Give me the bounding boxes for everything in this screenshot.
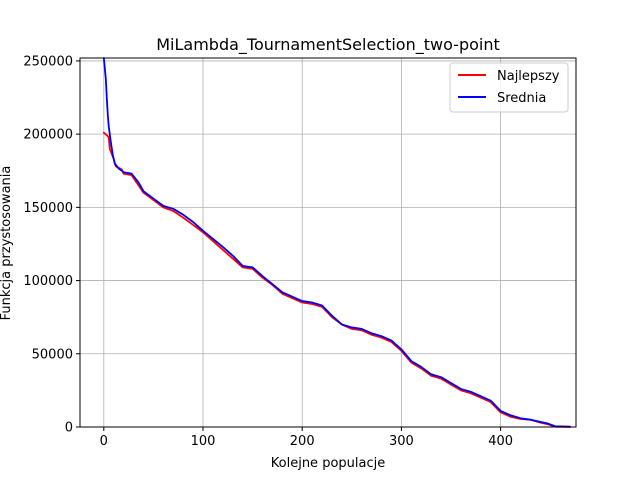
ticks-layer: 0 100 200 300 400 0 50000 100000 150000 200000 250… [23, 54, 513, 449]
x-tick-label: 300 [389, 434, 414, 449]
x-tick-label: 100 [191, 434, 216, 449]
plot-area-background [80, 58, 576, 427]
x-tick-label: 0 [100, 434, 108, 449]
x-tick-label: 200 [290, 434, 315, 449]
y-tick-label: 100000 [23, 274, 73, 289]
y-tick-label: 0 [65, 421, 73, 436]
series-line-srednia [102, 57, 571, 428]
legend-label-srednia: Srednia [497, 91, 546, 106]
legend: Najlepszy Srednia [449, 62, 569, 113]
y-tick-label: 50000 [32, 347, 73, 362]
series-layer [102, 57, 571, 428]
y-tick-label: 200000 [23, 128, 73, 143]
series-line-najlepszy [102, 131, 571, 428]
legend-label-najlepszy: Najlepszy [497, 69, 560, 84]
y-axis-label: Funkcja przystosowania [0, 166, 14, 321]
y-tick-label: 250000 [23, 54, 73, 69]
x-axis-label: Kolejne populacje [271, 456, 385, 471]
plot-frame [79, 57, 577, 428]
x-tick-label: 400 [488, 434, 513, 449]
chart-title: MiLambda_TournamentSelection_two-point [156, 35, 500, 55]
y-tick-label: 150000 [23, 201, 73, 216]
